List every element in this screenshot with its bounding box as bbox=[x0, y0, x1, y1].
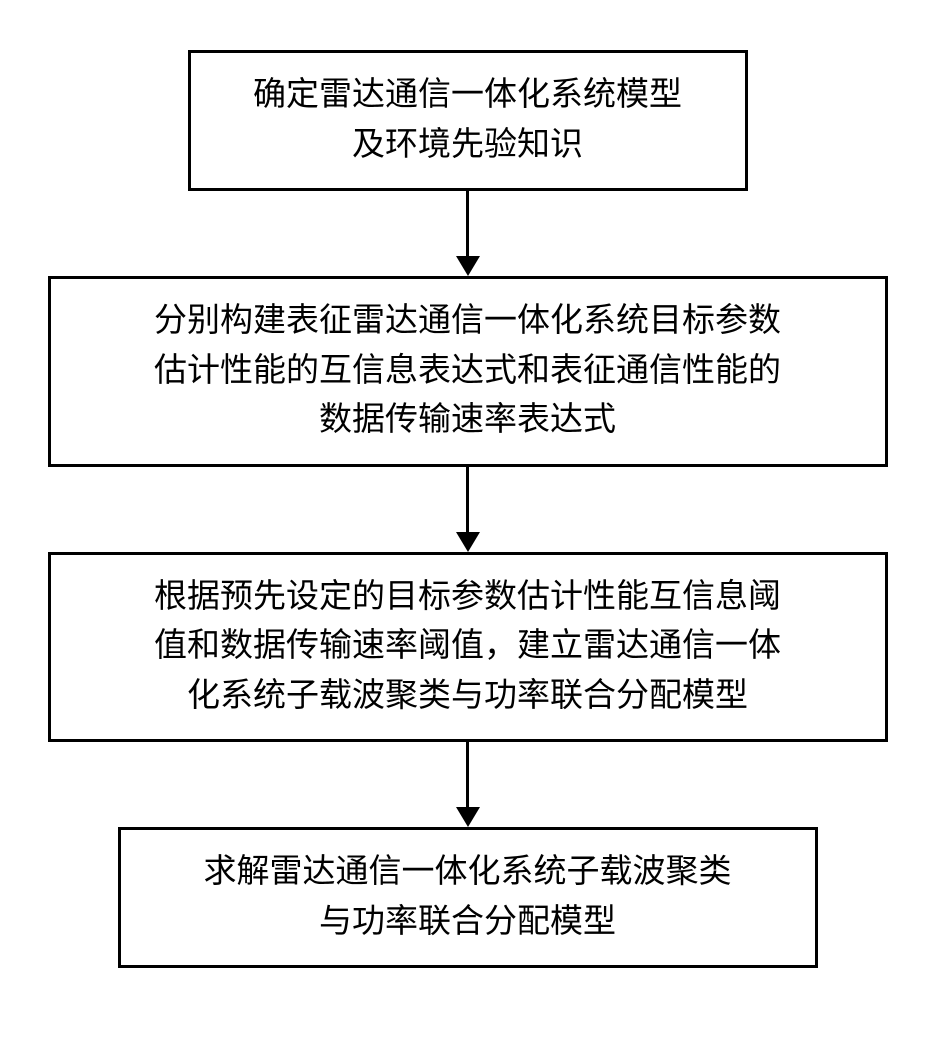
node-line: 确定雷达通信一体化系统模型 bbox=[221, 71, 715, 121]
arrow-head-icon bbox=[456, 532, 480, 552]
arrow-line bbox=[466, 467, 469, 532]
flowchart-arrow bbox=[456, 467, 480, 552]
node-line: 值和数据传输速率阈值，建立雷达通信一体 bbox=[81, 622, 855, 672]
flowchart-node-2: 分别构建表征雷达通信一体化系统目标参数 估计性能的互信息表达式和表征通信性能的 … bbox=[48, 276, 888, 467]
node-line: 根据预先设定的目标参数估计性能互信息阈 bbox=[81, 573, 855, 623]
flowchart-arrow bbox=[456, 191, 480, 276]
node-line: 求解雷达通信一体化系统子载波聚类 bbox=[151, 848, 785, 898]
node-line: 化系统子载波聚类与功率联合分配模型 bbox=[81, 672, 855, 722]
flowchart-node-4: 求解雷达通信一体化系统子载波聚类 与功率联合分配模型 bbox=[118, 827, 818, 968]
flowchart-container: 确定雷达通信一体化系统模型 及环境先验知识 分别构建表征雷达通信一体化系统目标参… bbox=[48, 50, 888, 968]
node-line: 与功率联合分配模型 bbox=[151, 898, 785, 948]
flowchart-arrow bbox=[456, 742, 480, 827]
flowchart-node-1: 确定雷达通信一体化系统模型 及环境先验知识 bbox=[188, 50, 748, 191]
arrow-line bbox=[466, 191, 469, 256]
node-line: 分别构建表征雷达通信一体化系统目标参数 bbox=[81, 297, 855, 347]
arrow-line bbox=[466, 742, 469, 807]
flowchart-node-3: 根据预先设定的目标参数估计性能互信息阈 值和数据传输速率阈值，建立雷达通信一体 … bbox=[48, 552, 888, 743]
arrow-head-icon bbox=[456, 256, 480, 276]
node-line: 估计性能的互信息表达式和表征通信性能的 bbox=[81, 347, 855, 397]
node-line: 数据传输速率表达式 bbox=[81, 396, 855, 446]
arrow-head-icon bbox=[456, 807, 480, 827]
node-line: 及环境先验知识 bbox=[221, 121, 715, 171]
